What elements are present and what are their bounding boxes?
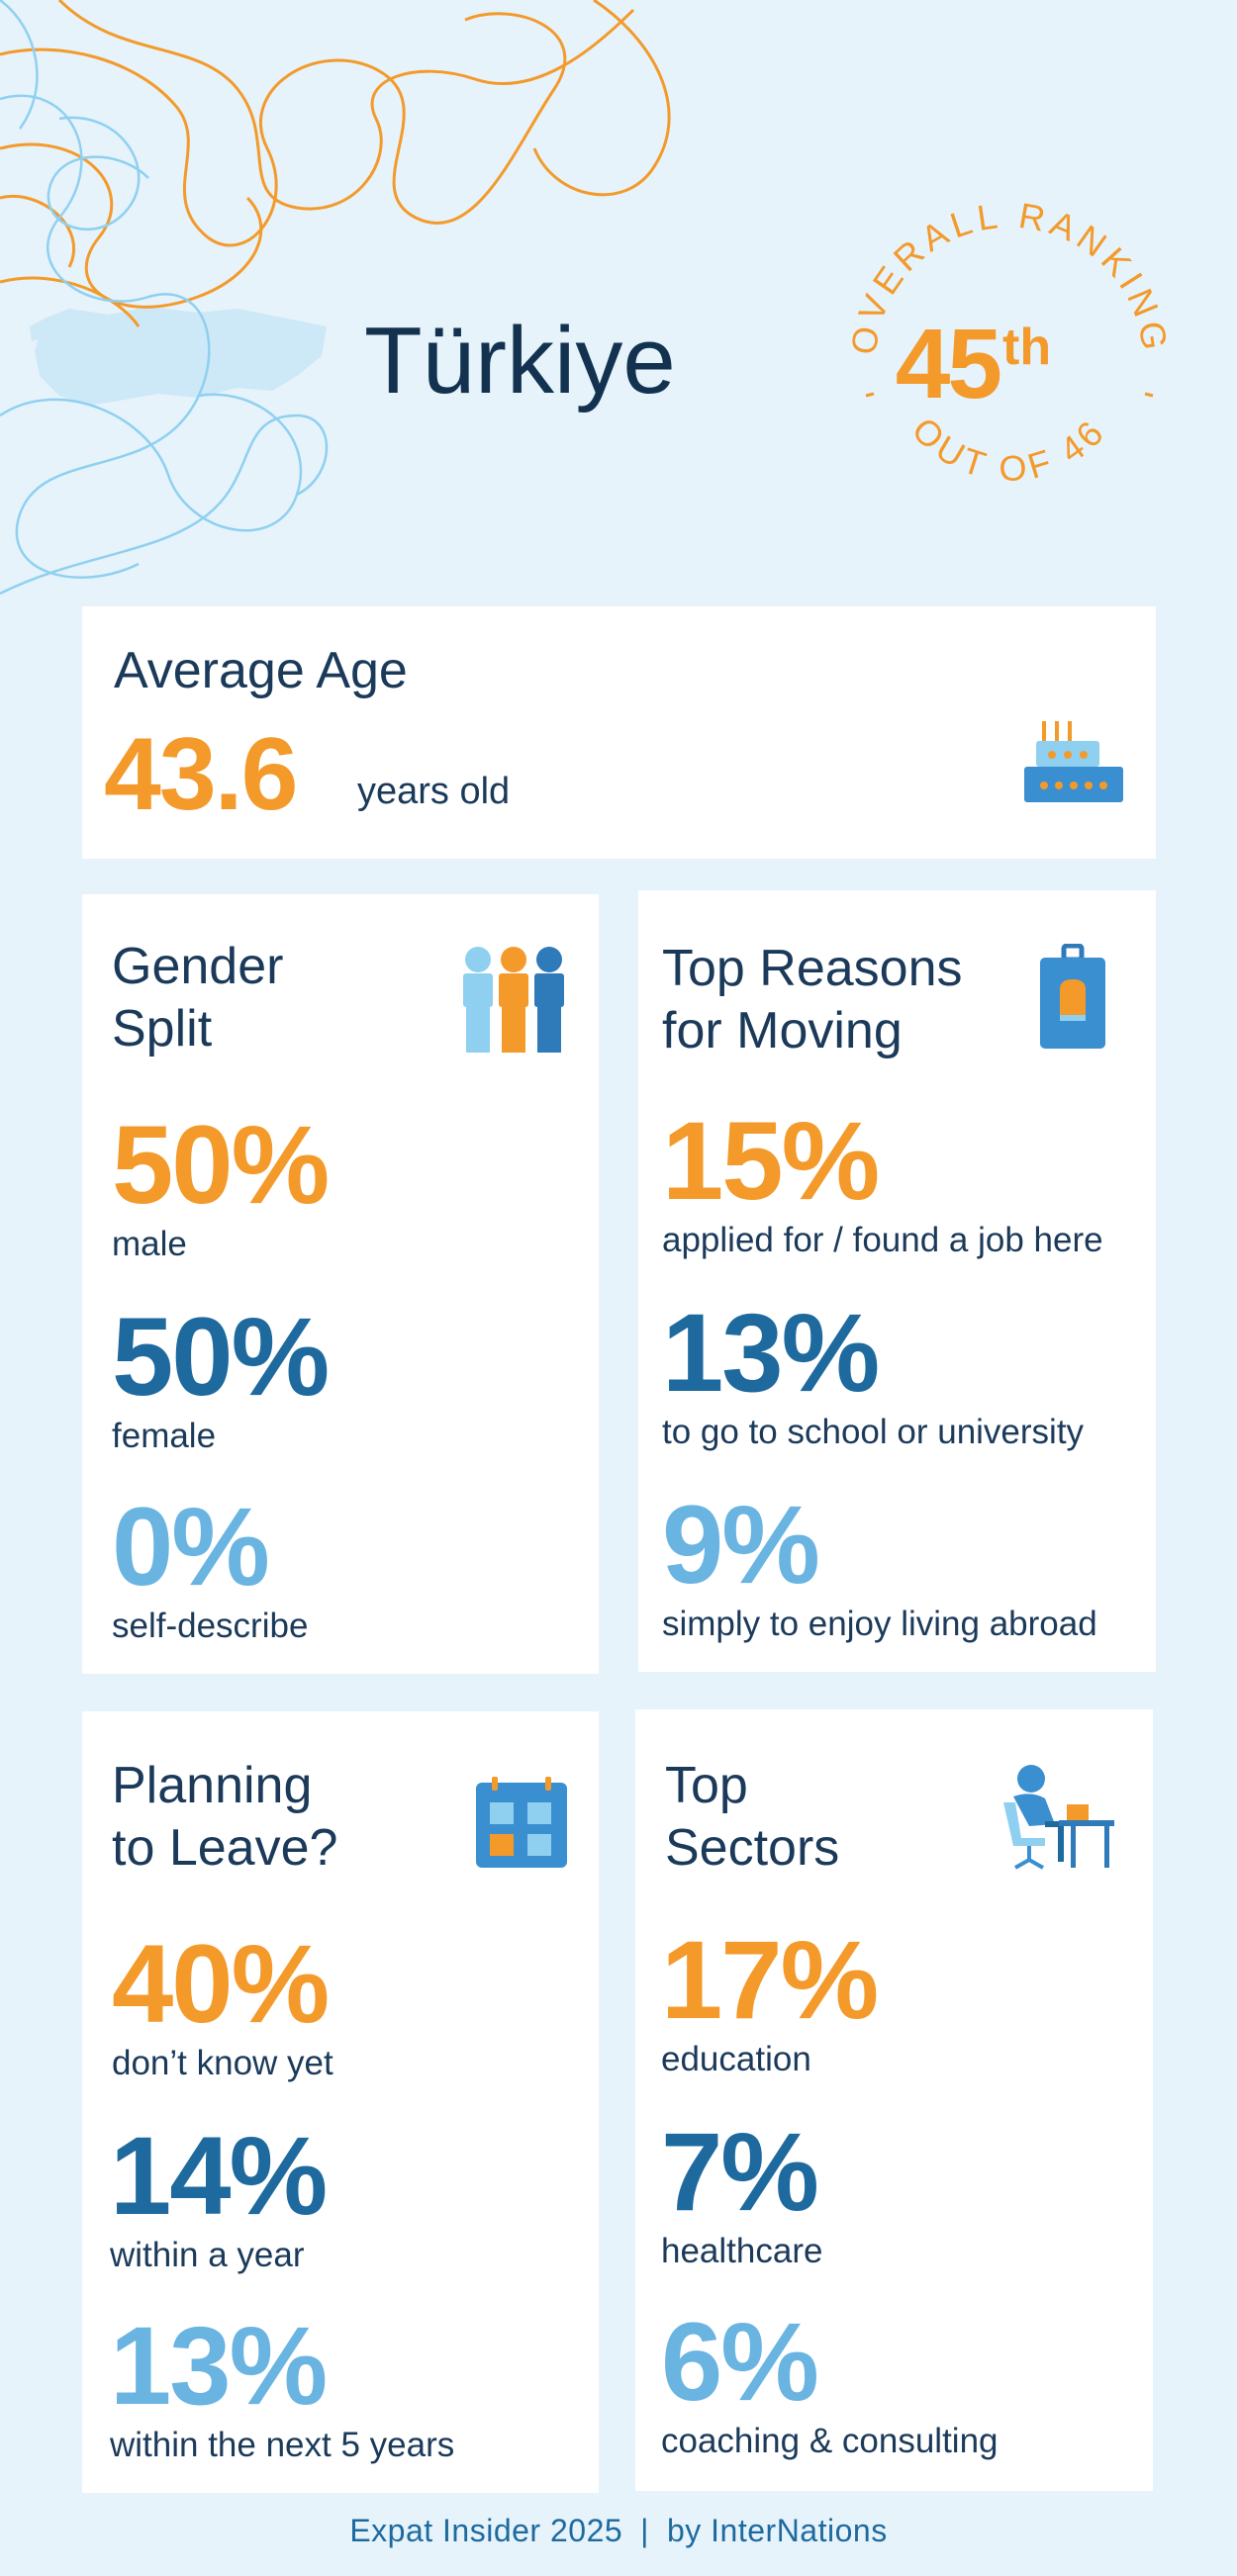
ranking-dash-right xyxy=(1144,392,1154,398)
stat-label: don’t know yet xyxy=(112,2044,333,2082)
person-at-desk-icon xyxy=(1003,1765,1114,1870)
gender-stat-self-describe: 0% self-describe xyxy=(112,1492,308,1646)
planning-to-leave-card: Planning to Leave? 40% don’t know yet 14… xyxy=(82,1711,599,2493)
stat-label: self-describe xyxy=(112,1607,309,1645)
stat-value: 0% xyxy=(112,1485,270,1609)
leave-stat-5-years: 13% within the next 5 years xyxy=(110,2311,454,2465)
average-age-unit: years old xyxy=(357,771,511,812)
reason-stat-abroad: 9% simply to enjoy living abroad xyxy=(662,1490,1097,1644)
stat-value: 50% xyxy=(112,1103,330,1227)
stat-label: within the next 5 years xyxy=(110,2426,455,2464)
top-sectors-card: Top Sectors 17% education 7% healthcare … xyxy=(635,1709,1153,2491)
stat-label: simply to enjoy living abroad xyxy=(662,1605,1097,1643)
planning-to-leave-title: Planning to Leave? xyxy=(112,1757,338,1877)
stat-label: coaching & consulting xyxy=(661,2422,999,2460)
average-age-card: Average Age 43.6 years old xyxy=(82,606,1156,859)
stat-label: to go to school or university xyxy=(662,1413,1085,1451)
top-reasons-card: Top Reasons for Moving 15% applied for /… xyxy=(638,890,1156,1672)
stat-label: male xyxy=(112,1225,187,1263)
ranking-suffix: th xyxy=(1002,319,1051,376)
turkiye-map-silhouette xyxy=(30,307,327,406)
gender-stat-female: 50% female xyxy=(112,1295,330,1456)
average-age-title: Average Age xyxy=(114,642,408,699)
footer-source: Expat Insider 2025 xyxy=(349,2513,623,2548)
stat-value: 13% xyxy=(110,2304,328,2428)
stat-value: 15% xyxy=(662,1099,880,1223)
footer-author: by InterNations xyxy=(666,2513,888,2548)
average-age-value: 43.6 xyxy=(104,717,298,832)
gender-stat-male: 50% male xyxy=(112,1103,330,1264)
overall-ranking-badge: OVERALL RANKING OUT OF 46 45 th xyxy=(846,195,1171,490)
stat-value: 14% xyxy=(110,2114,328,2238)
footer-credit: Expat Insider 2025 | by InterNations xyxy=(0,2513,1237,2549)
suitcase-icon xyxy=(1040,944,1105,1049)
stat-value: 50% xyxy=(112,1295,330,1419)
reason-stat-school: 13% to go to school or university xyxy=(662,1298,1084,1452)
stat-value: 6% xyxy=(661,2300,819,2424)
footer-separator: | xyxy=(640,2513,649,2548)
ranking-dash-left xyxy=(865,392,875,398)
page-title: Türkiye xyxy=(364,308,676,414)
top-reasons-title: Top Reasons for Moving xyxy=(662,940,963,1059)
people-group-icon xyxy=(463,947,564,1053)
stat-value: 9% xyxy=(662,1483,820,1607)
stat-value: 13% xyxy=(662,1291,880,1415)
sector-stat-healthcare: 7% healthcare xyxy=(661,2117,822,2271)
stat-label: within a year xyxy=(110,2236,305,2274)
ranking-number: 45 xyxy=(896,309,1000,419)
stat-value: 17% xyxy=(661,1918,879,2042)
leave-stat-dont-know: 40% don’t know yet xyxy=(112,1929,333,2083)
leave-stat-within-year: 14% within a year xyxy=(110,2114,328,2275)
birthday-cake-icon xyxy=(1024,721,1123,802)
stat-label: female xyxy=(112,1417,217,1455)
top-sectors-title: Top Sectors xyxy=(665,1757,840,1877)
stat-label: healthcare xyxy=(661,2232,823,2270)
sector-stat-education: 17% education xyxy=(661,1918,879,2079)
stat-value: 40% xyxy=(112,1922,330,2046)
stat-label: applied for / found a job here xyxy=(662,1221,1103,1259)
reason-stat-job: 15% applied for / found a job here xyxy=(662,1106,1103,1260)
calendar-icon xyxy=(476,1777,567,1868)
stat-value: 7% xyxy=(661,2110,819,2234)
stat-label: education xyxy=(661,2040,811,2078)
gender-split-title: Gender Split xyxy=(112,938,284,1058)
sector-stat-consulting: 6% coaching & consulting xyxy=(661,2307,999,2461)
gender-split-card: Gender Split 50% male 50% female 0% self… xyxy=(82,894,599,1674)
ranking-arc-bottom: OUT OF 46 xyxy=(904,410,1114,490)
